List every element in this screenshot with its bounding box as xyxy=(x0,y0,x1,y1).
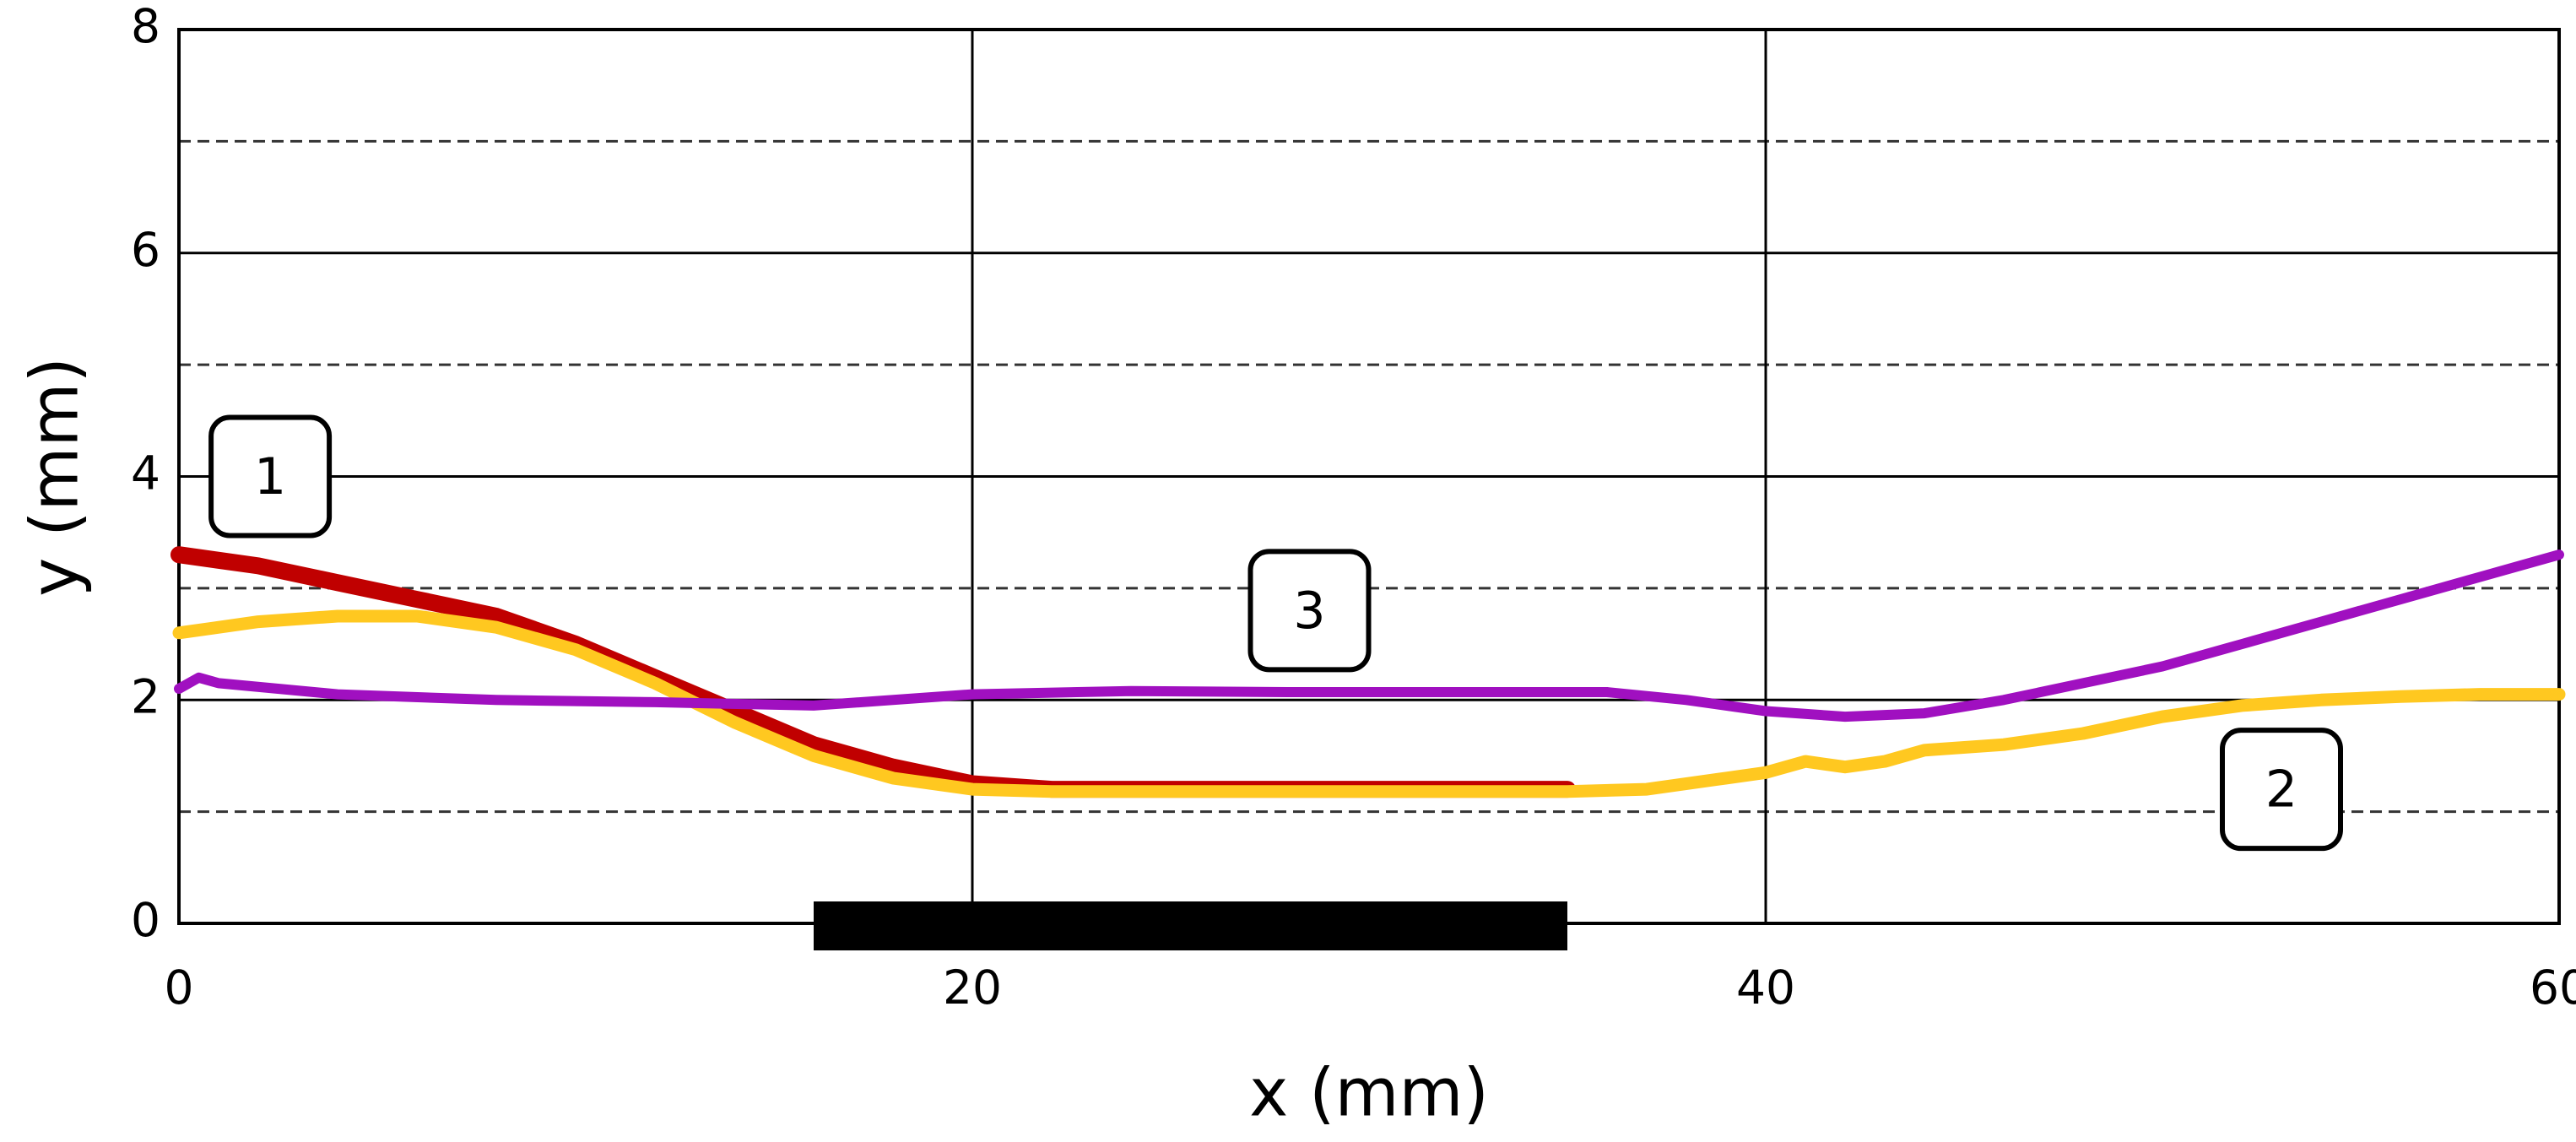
x-tick-label: 20 xyxy=(943,961,1002,1015)
x-tick-label: 0 xyxy=(165,961,194,1015)
y-axis-label: y (mm) xyxy=(17,357,93,597)
series-label: 3 xyxy=(1247,549,1372,673)
series-label-box xyxy=(2220,728,2343,852)
series-label-box xyxy=(208,414,333,539)
series-label-text: 1 xyxy=(254,447,286,506)
series-line xyxy=(174,549,2564,723)
series-label-text: 2 xyxy=(2265,760,2297,820)
x-tick-label: 40 xyxy=(1736,961,1795,1015)
y-tick-label: 4 xyxy=(131,447,160,501)
y-tick-label: 8 xyxy=(131,0,160,53)
series-label: 2 xyxy=(2220,728,2343,852)
y-tick-label: 2 xyxy=(131,669,160,723)
y-tick-label: 0 xyxy=(131,893,160,947)
span-bar xyxy=(814,901,1567,950)
series-line xyxy=(172,609,2566,798)
series-label-text: 3 xyxy=(1293,582,1325,641)
x-axis-label: x (mm) xyxy=(1249,1055,1489,1131)
y-tick-label: 6 xyxy=(131,223,160,277)
series-label-box xyxy=(1247,549,1372,673)
x-tick-label: 60 xyxy=(2530,961,2576,1015)
series-label: 1 xyxy=(208,414,333,539)
